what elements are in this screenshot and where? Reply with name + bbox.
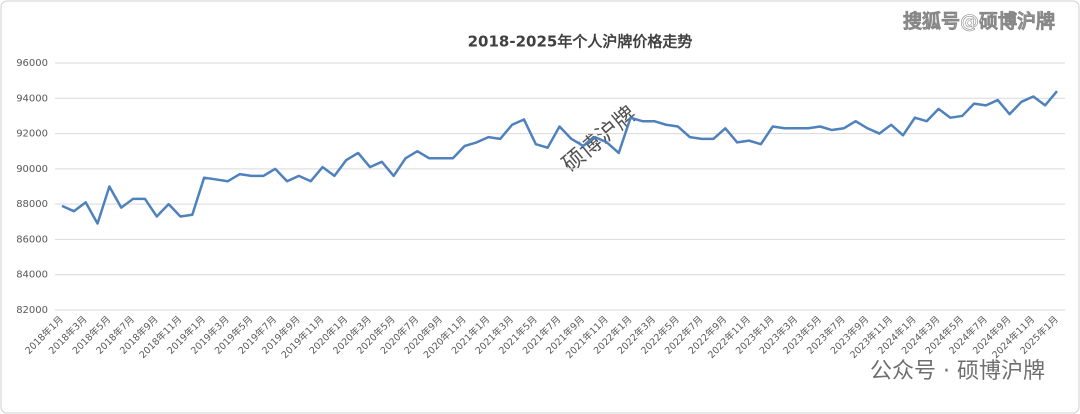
y-tick-label: 92000: [16, 129, 48, 140]
y-tick-label: 96000: [16, 58, 48, 69]
chart-title: 2018-2025年个人沪牌价格走势: [468, 33, 693, 51]
y-tick-label: 84000: [16, 270, 48, 281]
watermark: 公众号 · 硕博沪牌: [870, 359, 1045, 384]
y-tick-label: 88000: [16, 199, 48, 210]
y-tick-label: 86000: [16, 234, 48, 245]
watermark: 搜狐号@硕博沪牌: [903, 10, 1055, 33]
line-series: [61, 90, 1058, 225]
y-tick-label: 90000: [16, 164, 48, 175]
y-tick-label: 94000: [16, 93, 48, 104]
y-tick-label: 82000: [16, 305, 48, 316]
